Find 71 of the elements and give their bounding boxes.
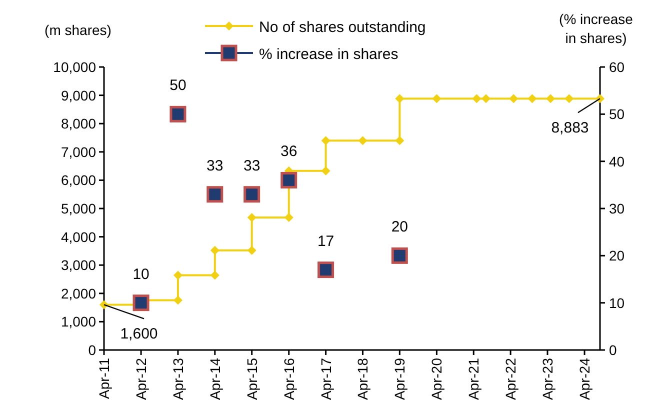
point (284, 213, 294, 222)
point (173, 296, 182, 305)
y-tick-label: 4,000 (60, 228, 96, 245)
point (318, 262, 334, 278)
x-tick-label: Apr-12 (133, 358, 150, 400)
data-label: 33 (206, 157, 224, 174)
y2-tick-label: 0 (609, 342, 617, 358)
y2-tick-label: 30 (609, 200, 625, 216)
x-tick-label: Apr-21 (466, 358, 482, 400)
point (210, 246, 220, 255)
point (564, 94, 574, 104)
legend-label: No of shares outstanding (259, 19, 426, 36)
x-tick-label: Apr-20 (428, 358, 445, 400)
x-tick-label: Apr-11 (96, 358, 112, 399)
y2-tick-label: 60 (609, 59, 625, 75)
y-tick-label: 9,000 (60, 87, 96, 104)
legend-label: % increase in shares (259, 46, 398, 63)
point (210, 270, 220, 280)
y-tick-label: 5,000 (60, 200, 96, 216)
x-tick-label: Apr-19 (392, 358, 408, 400)
y-tick-label: 2,000 (60, 285, 96, 302)
x-tick-label: Apr-18 (354, 358, 371, 400)
x-tick-label: Apr-22 (502, 358, 519, 400)
data-label: 33 (243, 157, 260, 174)
point (247, 213, 256, 222)
point (481, 94, 490, 104)
data-label: 20 (391, 218, 408, 236)
point (173, 270, 182, 280)
y-tick-label: 10,000 (53, 59, 96, 75)
x-tick-label: Apr-13 (170, 358, 186, 400)
point (206, 186, 224, 203)
point (472, 94, 482, 104)
point (391, 247, 408, 264)
x-tick-label: Apr-24 (576, 358, 593, 400)
x-tick-label: Apr-16 (280, 358, 297, 400)
data-label: 17 (317, 232, 334, 250)
x-tick-label: Apr-14 (206, 358, 223, 400)
point (132, 294, 150, 312)
y2-tick-label: 50 (609, 106, 625, 122)
annotation: 1,600 (120, 326, 158, 343)
y2-tick-label: 20 (609, 248, 625, 264)
data-label: 10 (132, 266, 150, 283)
point (244, 186, 260, 203)
point (432, 94, 442, 104)
y2-tick-label: 10 (609, 294, 625, 311)
point (546, 94, 556, 104)
y-tick-label: 8,000 (60, 116, 96, 132)
x-tick-label: Apr-17 (318, 358, 334, 400)
y-axis-title: (m shares) (44, 22, 112, 38)
point (509, 94, 518, 104)
point (395, 136, 404, 146)
data-label: 50 (170, 77, 186, 94)
y-tick-label: 1,000 (60, 314, 96, 330)
data-label: 36 (280, 143, 298, 160)
point (280, 172, 298, 188)
point (321, 166, 330, 176)
y-tick-label: 6,000 (60, 172, 96, 188)
point (170, 106, 186, 122)
x-tick-label: Apr-15 (244, 358, 260, 400)
y-tick-label: 7,000 (60, 144, 96, 160)
point (528, 94, 537, 104)
y-tick-label: 0 (88, 342, 96, 358)
y2-axis-title: (% increase in shares) (559, 11, 634, 46)
x-tick-label: Apr-23 (539, 358, 556, 400)
point (395, 94, 404, 104)
point (247, 246, 256, 255)
point (321, 136, 330, 146)
y2-tick-label: 40 (609, 153, 625, 170)
point (358, 136, 368, 146)
y-tick-label: 3,000 (60, 257, 96, 274)
annotation: 8,883 (551, 120, 589, 137)
